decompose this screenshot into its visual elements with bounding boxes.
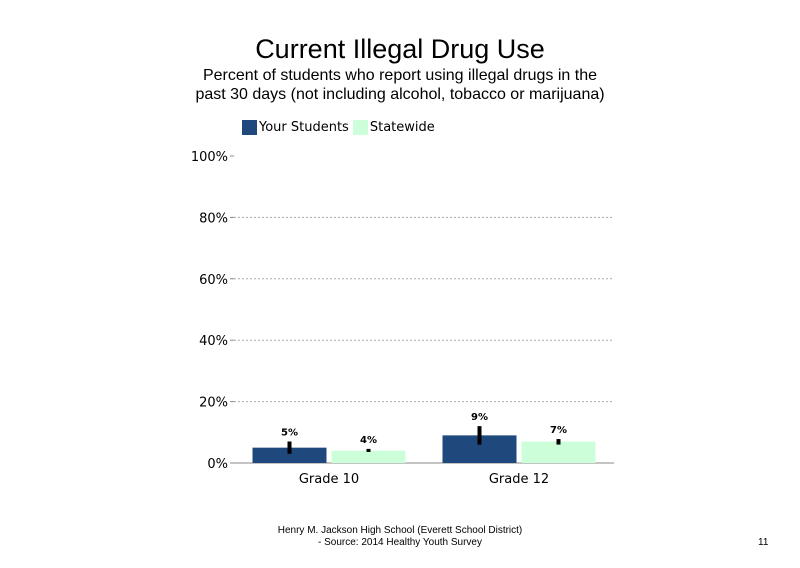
bar xyxy=(521,441,596,463)
legend-label-your-students: Your Students xyxy=(259,119,349,135)
footer-source: Henry M. Jackson High School (Everett Sc… xyxy=(210,525,590,549)
x-category-label: Grade 10 xyxy=(299,472,359,487)
bar xyxy=(252,447,327,463)
y-tick-label: 0% xyxy=(207,457,228,472)
data-label: 5% xyxy=(281,428,298,439)
data-label: 9% xyxy=(471,412,488,423)
legend-item-your-students: Your Students xyxy=(242,119,349,135)
y-tick-label: 40% xyxy=(199,334,228,349)
y-tick-label: 100% xyxy=(191,150,228,165)
footer-school: Henry M. Jackson High School (Everett Sc… xyxy=(277,525,523,536)
page-number: 11 xyxy=(758,537,769,548)
data-label: 4% xyxy=(360,435,377,446)
legend-item-statewide: Statewide xyxy=(352,119,435,135)
legend-swatch-statewide xyxy=(352,119,368,135)
legend: Your Students Statewide xyxy=(242,118,439,136)
legend-swatch-your-students xyxy=(242,119,257,135)
y-tick-label: 80% xyxy=(199,211,228,226)
y-tick-label: 20% xyxy=(199,396,228,411)
chart-title: Current Illegal Drug Use xyxy=(255,34,545,64)
chart-subtitle: Percent of students who report using ill… xyxy=(195,67,605,103)
x-category-label: Grade 12 xyxy=(489,472,549,487)
y-tick-label: 60% xyxy=(199,273,228,288)
legend-label-statewide: Statewide xyxy=(369,119,435,135)
footer-survey: - Source: 2014 Healthy Youth Survey xyxy=(318,537,482,548)
bar xyxy=(331,450,406,463)
data-label: 7% xyxy=(550,425,567,436)
